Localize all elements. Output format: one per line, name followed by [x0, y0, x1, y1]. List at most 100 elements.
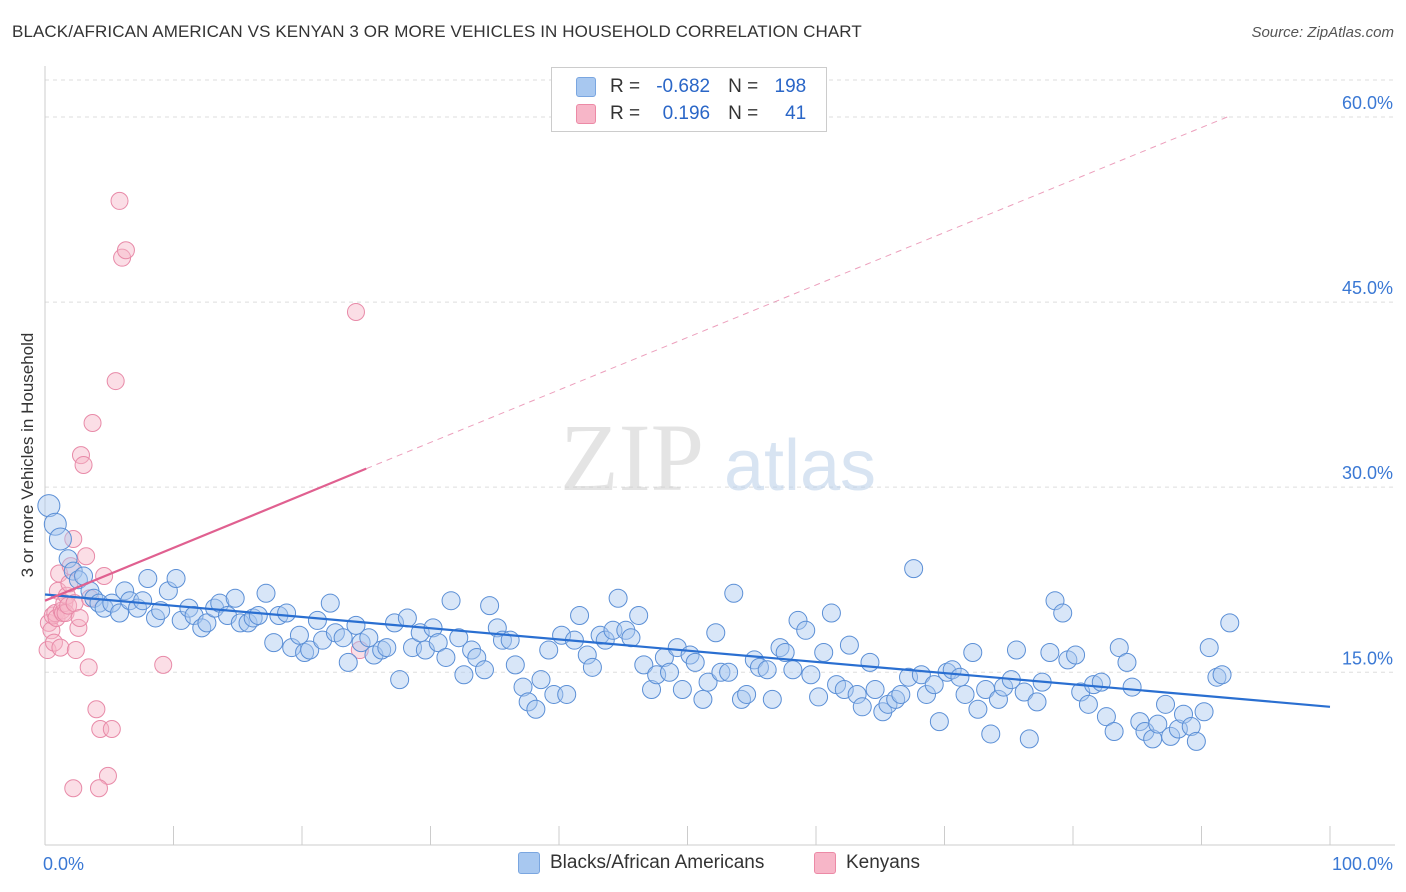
blacks-point: [449, 628, 469, 648]
blacks-point: [814, 643, 834, 663]
blacks-point: [377, 638, 397, 658]
blacks-point: [295, 643, 315, 663]
kenyans-swatch: [576, 104, 596, 124]
blacks-point: [1040, 643, 1060, 663]
blacks-point: [518, 692, 538, 712]
blacks-point: [685, 652, 705, 672]
blacks-point: [436, 647, 456, 667]
blacks-point: [487, 618, 507, 638]
blacks-point: [539, 640, 559, 660]
kenyans-point: [102, 720, 121, 739]
blacks-point: [390, 670, 410, 690]
y-axis-label: 3 or more Vehicles in Household: [18, 332, 37, 578]
y-tick-label: 30.0%: [1342, 463, 1393, 483]
blacks-point: [1161, 726, 1181, 746]
blacks-point: [58, 549, 78, 569]
blacks-point: [988, 689, 1008, 709]
blacks-n-value: 198: [774, 76, 807, 97]
y-tick-label: 15.0%: [1342, 648, 1393, 668]
blacks-point: [338, 652, 358, 672]
blacks-point: [809, 687, 829, 707]
kenyans-point: [154, 655, 173, 674]
blacks-point: [749, 657, 769, 677]
blacks-point: [796, 620, 816, 640]
blacks-point: [133, 591, 153, 611]
blacks-point: [110, 603, 130, 623]
watermark: ZIP atlas: [560, 404, 876, 511]
blacks-point: [672, 680, 692, 700]
blacks-point: [634, 655, 654, 675]
blacks-point: [557, 684, 577, 704]
watermark-zip: ZIP: [560, 404, 704, 511]
kenyans-point: [70, 608, 89, 627]
blacks-point: [1014, 682, 1034, 702]
legend-item-kenyans: Kenyans: [814, 852, 920, 874]
blacks-point: [320, 593, 340, 613]
blacks-point: [698, 672, 718, 692]
blacks-point: [865, 680, 885, 700]
blacks-point: [775, 643, 795, 663]
stats-legend: R = -0.682 N = 198 R = 0.196 N = 41: [551, 67, 827, 132]
kenyans-point: [87, 700, 106, 719]
blacks-point: [1117, 652, 1137, 672]
blacks-point: [968, 699, 988, 719]
blacks-point: [158, 581, 178, 601]
blacks-point: [454, 665, 474, 685]
kenyans-point: [64, 779, 83, 798]
blacks-point: [1186, 731, 1206, 751]
blacks-point: [839, 635, 859, 655]
blacks-point: [48, 527, 72, 551]
blacks-point: [531, 670, 551, 690]
blacks-point: [1174, 704, 1194, 724]
legend-kenyans-label: Kenyans: [846, 852, 920, 873]
blacks-point: [1181, 717, 1201, 737]
blacks-point: [248, 606, 268, 625]
blacks-point: [783, 660, 803, 680]
axes: [44, 66, 1395, 846]
y-tick-label: 45.0%: [1342, 278, 1393, 298]
blacks-point: [372, 640, 392, 660]
blacks-point: [256, 583, 276, 603]
blacks-point: [428, 633, 448, 653]
kenyans-point: [116, 241, 135, 260]
blacks-point: [1207, 667, 1227, 687]
blacks-point: [724, 583, 744, 603]
blacks-point: [834, 680, 854, 700]
blacks-point: [788, 610, 808, 630]
blacks-point: [1199, 638, 1219, 658]
blacks-r-value: -0.682: [656, 76, 711, 97]
kenyans-point: [106, 372, 125, 391]
blacks-point: [821, 603, 841, 623]
x-tick-label: 0.0%: [43, 854, 84, 874]
blacks-point: [860, 652, 880, 672]
blacks-point: [37, 494, 61, 518]
blacks-point: [1104, 721, 1124, 741]
blacks-swatch: [576, 77, 596, 97]
blacks-points: [37, 494, 1240, 751]
kenyans-point: [66, 641, 85, 660]
blacks-point: [1045, 591, 1065, 611]
blacks-point: [1109, 638, 1129, 658]
legend-blacks-swatch: [518, 852, 540, 874]
blacks-point: [737, 684, 757, 704]
blacks-point: [608, 588, 628, 608]
blacks-point: [955, 684, 975, 704]
blacks-point: [801, 665, 821, 685]
blacks-point: [505, 655, 525, 675]
blacks-point: [1148, 714, 1168, 734]
blacks-point: [981, 724, 1001, 744]
x-tick-label: 100.0%: [1332, 854, 1393, 874]
blacks-point: [706, 623, 726, 643]
kenyans-n-value: 41: [785, 103, 807, 124]
blacks-point: [441, 591, 461, 611]
kenyans-point: [64, 530, 83, 548]
blacks-point: [1212, 665, 1232, 685]
legend-blacks-label: Blacks/African Americans: [550, 852, 765, 873]
blacks-point: [225, 588, 245, 608]
tick-labels: 15.0% 30.0% 45.0% 60.0% 0.0% 100.0%: [43, 93, 1393, 874]
kenyans-trend-line: [44, 467, 367, 602]
blacks-point: [852, 697, 872, 717]
kenyans-points: [38, 191, 369, 798]
kenyans-point: [83, 414, 102, 433]
kenyans-trend-extension: [366, 116, 1228, 470]
